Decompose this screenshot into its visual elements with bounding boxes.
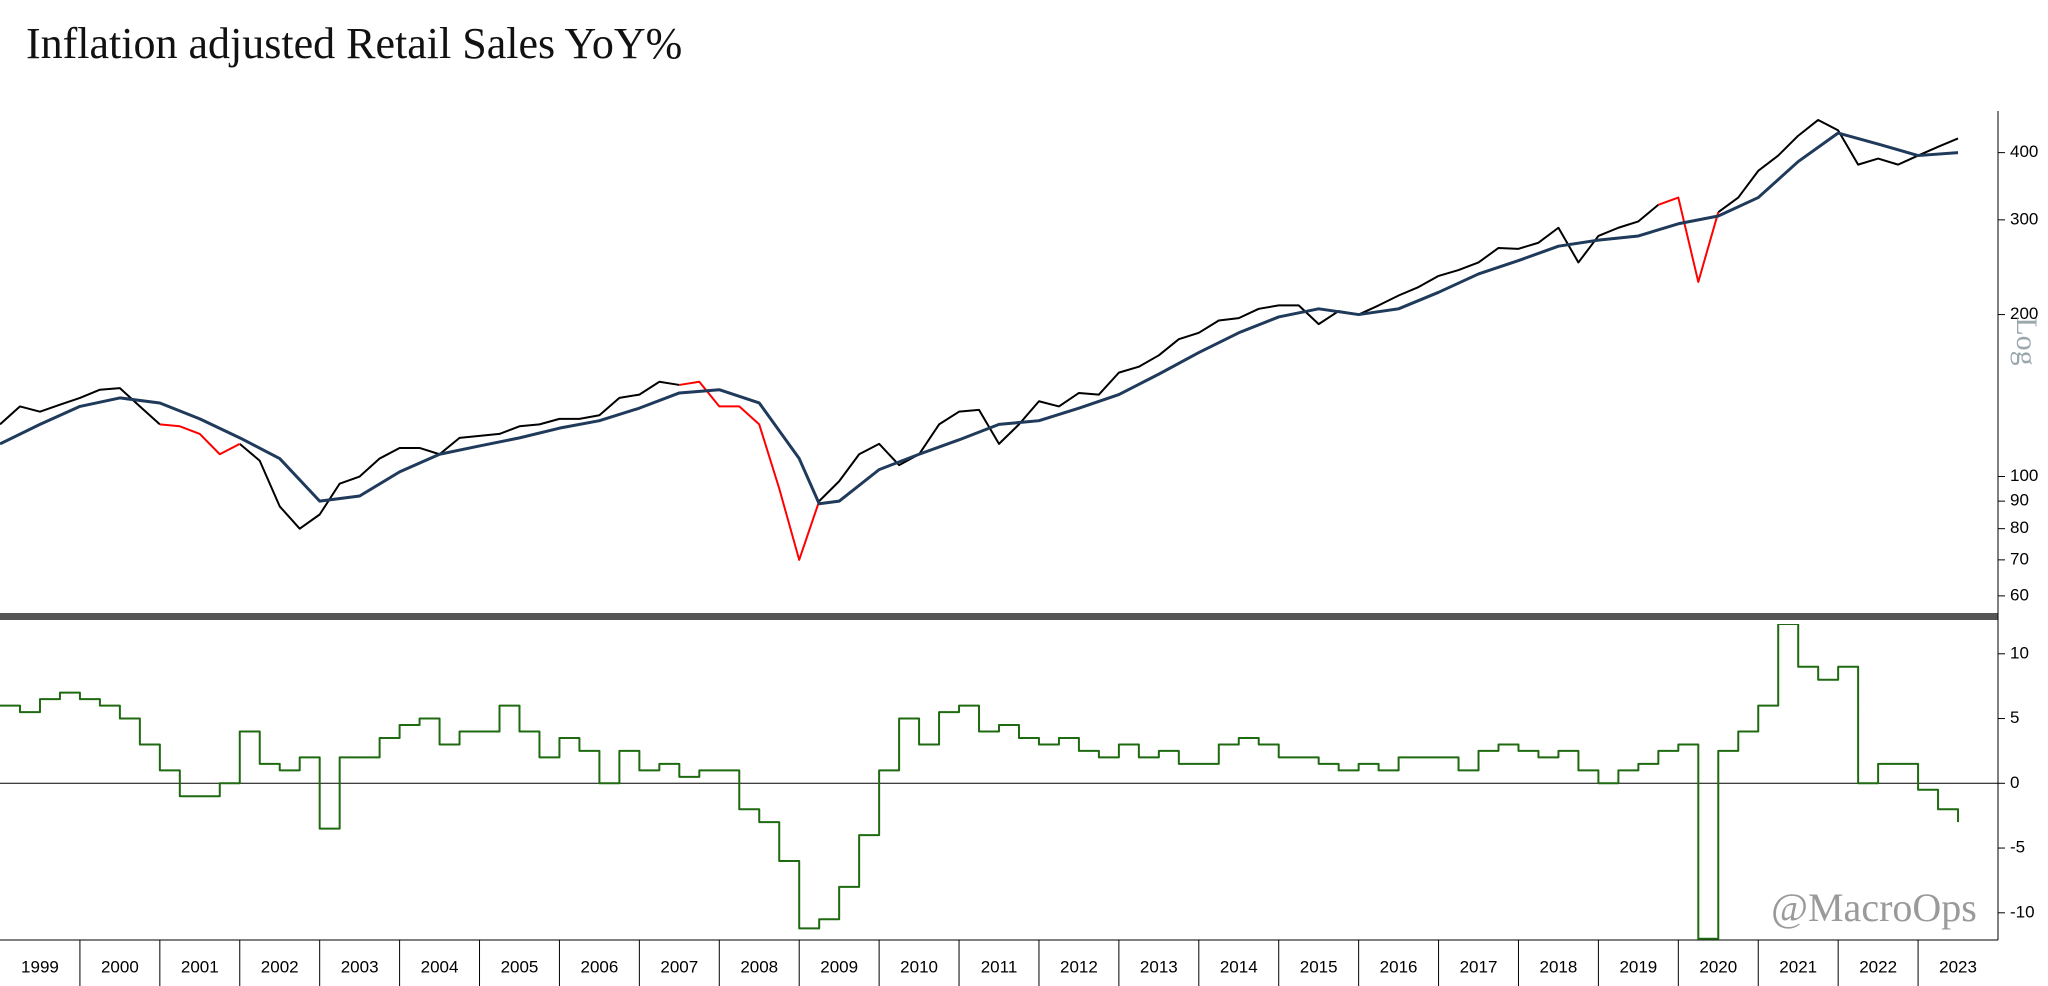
y-tick-label: 60 (2010, 585, 2029, 604)
series-line (159, 196, 1720, 561)
x-tick-label: 2001 (181, 957, 219, 976)
y-tick-label: -10 (2010, 902, 2035, 921)
x-tick-label: 2018 (1540, 957, 1578, 976)
y-tick-label: 90 (2010, 491, 2029, 510)
y-tick-label: 5 (2010, 708, 2019, 727)
x-tick-label: 2016 (1380, 957, 1418, 976)
x-tick-label: 2009 (820, 957, 858, 976)
series-line (0, 624, 1960, 940)
x-tick-label: 2014 (1220, 957, 1258, 976)
y-tick-label: 400 (2010, 142, 2038, 161)
y-tick-label: 10 (2010, 643, 2029, 662)
x-tick-label: 2021 (1779, 957, 1817, 976)
plot-area (0, 624, 1960, 940)
y-tick-label: 200 (2010, 304, 2038, 323)
x-tick-label: 2019 (1619, 957, 1657, 976)
x-tick-label: 2023 (1939, 957, 1977, 976)
x-tick-label: 2008 (740, 957, 778, 976)
x-tick-label: 2012 (1060, 957, 1098, 976)
y-tick-label: 0 (2010, 773, 2019, 792)
x-tick-label: 2002 (261, 957, 299, 976)
chart-title: Inflation adjusted Retail Sales YoY% (26, 19, 682, 68)
panel-divider (0, 613, 1998, 620)
watermark: @MacroOps (1771, 885, 1977, 930)
y-axis-label: Log (2010, 317, 2043, 365)
y-tick-label: -5 (2010, 838, 2025, 857)
y-tick-label: 300 (2010, 209, 2038, 228)
x-tick-label: 2003 (341, 957, 379, 976)
x-tick-label: 2011 (981, 957, 1018, 976)
x-tick-label: 2013 (1140, 957, 1178, 976)
x-tick-label: 2004 (421, 957, 459, 976)
x-tick-label: 2007 (660, 957, 698, 976)
y-tick-label: 100 (2010, 466, 2038, 485)
series-line (0, 118, 1959, 530)
y-tick-label: 80 (2010, 518, 2029, 537)
x-tick-label: 2010 (900, 957, 938, 976)
x-tick-label: 2022 (1859, 957, 1897, 976)
x-tick-label: 2017 (1460, 957, 1498, 976)
series-line (0, 131, 1959, 506)
y-tick-label: 70 (2010, 549, 2029, 568)
x-tick-label: 2020 (1699, 957, 1737, 976)
x-tick-label: 2005 (501, 957, 539, 976)
x-tick-label: 2015 (1300, 957, 1338, 976)
x-tick-label: 2006 (580, 957, 618, 976)
x-tick-label: 1999 (21, 957, 59, 976)
plot-area (0, 118, 1959, 561)
x-tick-label: 2000 (101, 957, 139, 976)
